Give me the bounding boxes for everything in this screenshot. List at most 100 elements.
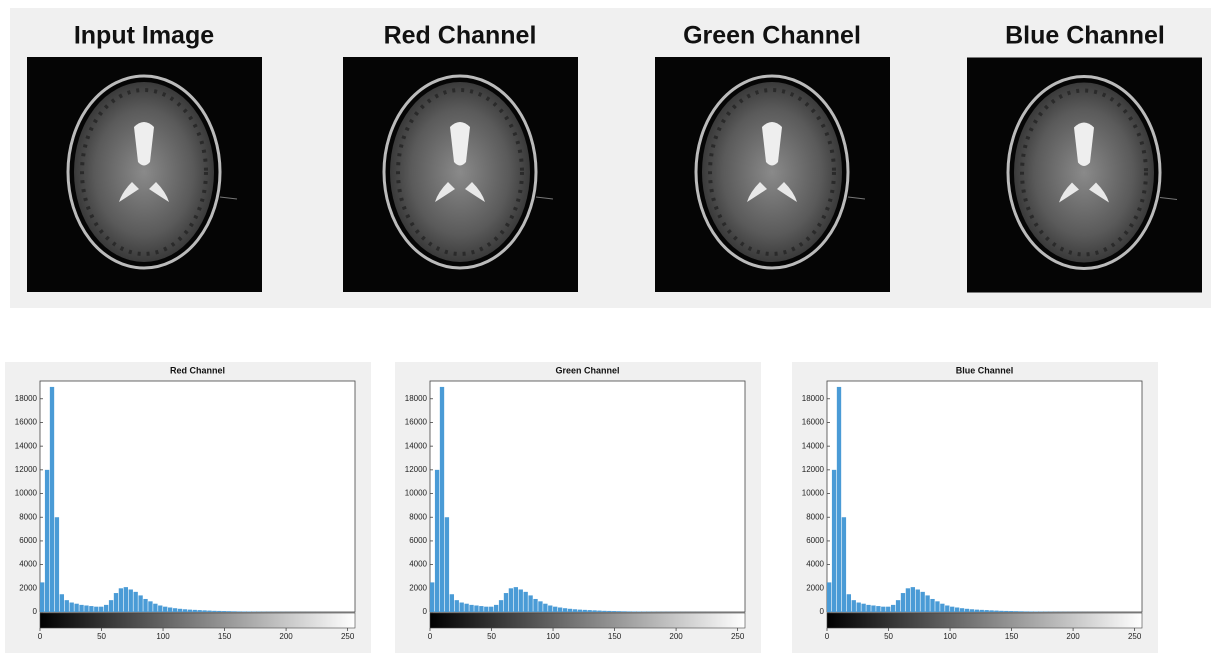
histogram-bar	[70, 603, 74, 612]
histogram-bar	[227, 611, 231, 612]
x-tick-label: 0	[428, 632, 433, 641]
histogram-bar	[430, 582, 434, 612]
histogram-bar	[832, 470, 836, 612]
histogram-bar	[583, 610, 587, 612]
histogram-bar	[504, 593, 508, 612]
histogram-bar	[999, 611, 1003, 612]
histogram-bar	[55, 517, 59, 612]
histogram-title: Blue Channel	[956, 365, 1014, 375]
histogram-title: Green Channel	[555, 365, 619, 375]
image-title: Red Channel	[384, 22, 537, 50]
histogram-bar	[602, 611, 606, 612]
y-tick-label: 14000	[802, 441, 825, 450]
image-title: Green Channel	[683, 22, 861, 50]
x-tick-label: 200	[669, 632, 683, 641]
plot-area	[430, 381, 745, 612]
histogram-bar	[168, 607, 172, 612]
mri-image	[27, 57, 262, 292]
histogram-bar	[183, 609, 187, 612]
histogram-bar	[881, 607, 885, 612]
histogram-bar	[891, 605, 895, 612]
histogram-bar	[45, 470, 49, 612]
histogram-bar	[148, 601, 152, 612]
histogram-bar	[217, 611, 221, 612]
screenshot: Input Image Red Channel Green Channel Bl…	[0, 0, 1211, 655]
histogram-bar	[896, 600, 900, 612]
histogram-bar	[607, 611, 611, 612]
y-tick-label: 16000	[802, 418, 825, 427]
y-tick-label: 12000	[802, 465, 825, 474]
plot-area	[827, 381, 1142, 612]
histogram-bar	[193, 610, 197, 612]
colorbar	[827, 613, 1142, 628]
histogram-bar	[970, 609, 974, 612]
x-tick-label: 150	[608, 632, 622, 641]
x-tick-label: 0	[38, 632, 43, 641]
histogram-bar	[484, 607, 488, 612]
histogram-bar	[573, 609, 577, 612]
histogram-bar	[553, 607, 557, 612]
y-tick-label: 8000	[19, 512, 37, 521]
histogram-bar	[960, 608, 964, 612]
histogram-bar	[985, 610, 989, 612]
histogram-bar	[198, 610, 202, 612]
histogram-bar	[916, 589, 920, 612]
histogram-bar	[173, 608, 177, 612]
x-tick-label: 0	[825, 632, 830, 641]
histogram-bar	[74, 604, 78, 612]
histogram-bar	[40, 582, 44, 612]
histogram-bar	[104, 605, 108, 612]
y-tick-label: 12000	[405, 465, 428, 474]
histogram-bar	[533, 599, 537, 612]
histogram-bar	[79, 605, 83, 612]
histogram-bar	[232, 611, 236, 612]
histogram-bar	[440, 387, 444, 612]
y-tick-label: 14000	[15, 441, 38, 450]
histogram-bar	[921, 592, 925, 612]
x-tick-label: 150	[218, 632, 232, 641]
x-tick-label: 200	[279, 632, 293, 641]
y-tick-label: 2000	[806, 583, 824, 592]
histogram-bar	[592, 610, 596, 612]
histogram-bar	[842, 517, 846, 612]
y-tick-label: 0	[820, 607, 825, 616]
mri-image	[655, 57, 890, 292]
histogram-bar	[827, 582, 831, 612]
plot-area	[40, 381, 355, 612]
y-tick-label: 10000	[802, 489, 825, 498]
histogram-bar	[906, 588, 910, 612]
x-tick-label: 50	[97, 632, 106, 641]
histogram-bar	[857, 603, 861, 612]
y-tick-label: 16000	[405, 418, 428, 427]
histogram-bar	[578, 610, 582, 612]
histogram-bar	[143, 599, 147, 612]
histogram-bar	[153, 604, 157, 612]
histogram-bar	[935, 601, 939, 612]
y-tick-label: 0	[423, 607, 428, 616]
histogram-bar	[617, 611, 621, 612]
x-tick-label: 250	[731, 632, 745, 641]
y-tick-label: 6000	[409, 536, 427, 545]
histogram-bar	[207, 611, 211, 612]
histogram-bar	[450, 594, 454, 612]
histogram-bar	[930, 599, 934, 612]
histogram-bar	[1004, 611, 1008, 612]
y-tick-label: 6000	[806, 536, 824, 545]
histogram-bar	[1014, 611, 1018, 612]
image-title: Blue Channel	[1005, 22, 1165, 50]
histogram-bar	[950, 607, 954, 612]
histogram-bar	[124, 587, 128, 612]
histogram-bar	[837, 387, 841, 612]
histogram-bar	[945, 605, 949, 612]
y-tick-label: 12000	[15, 465, 38, 474]
histogram-bar	[514, 587, 518, 612]
y-tick-label: 18000	[405, 394, 428, 403]
y-tick-label: 6000	[19, 536, 37, 545]
y-tick-label: 18000	[15, 394, 38, 403]
y-tick-label: 4000	[19, 560, 37, 569]
histogram-bar	[901, 593, 905, 612]
histogram-bar	[911, 587, 915, 612]
histogram-bar	[975, 610, 979, 612]
histogram-bar	[460, 603, 464, 612]
histogram-bar	[129, 589, 133, 612]
